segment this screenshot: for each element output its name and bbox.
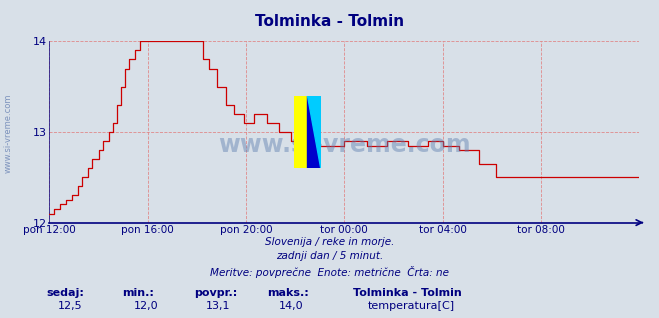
- Text: Meritve: povprečne  Enote: metrične  Črta: ne: Meritve: povprečne Enote: metrične Črta:…: [210, 266, 449, 278]
- Text: povpr.:: povpr.:: [194, 288, 238, 298]
- Bar: [308, 96, 321, 168]
- Polygon shape: [308, 96, 321, 168]
- Text: www.si-vreme.com: www.si-vreme.com: [4, 94, 13, 173]
- Text: min.:: min.:: [122, 288, 154, 298]
- Text: Slovenija / reke in morje.: Slovenija / reke in morje.: [265, 237, 394, 247]
- Bar: [294, 96, 308, 168]
- Text: sedaj:: sedaj:: [46, 288, 84, 298]
- Text: 12,0: 12,0: [134, 301, 158, 311]
- Text: Tolminka - Tolmin: Tolminka - Tolmin: [353, 288, 461, 298]
- Text: 12,5: 12,5: [58, 301, 82, 311]
- Text: zadnji dan / 5 minut.: zadnji dan / 5 minut.: [276, 251, 383, 261]
- Text: 14,0: 14,0: [279, 301, 303, 311]
- Text: temperatura[C]: temperatura[C]: [368, 301, 455, 311]
- Text: maks.:: maks.:: [267, 288, 308, 298]
- Text: 13,1: 13,1: [206, 301, 231, 311]
- Text: Tolminka - Tolmin: Tolminka - Tolmin: [255, 14, 404, 29]
- Text: www.si-vreme.com: www.si-vreme.com: [218, 133, 471, 157]
